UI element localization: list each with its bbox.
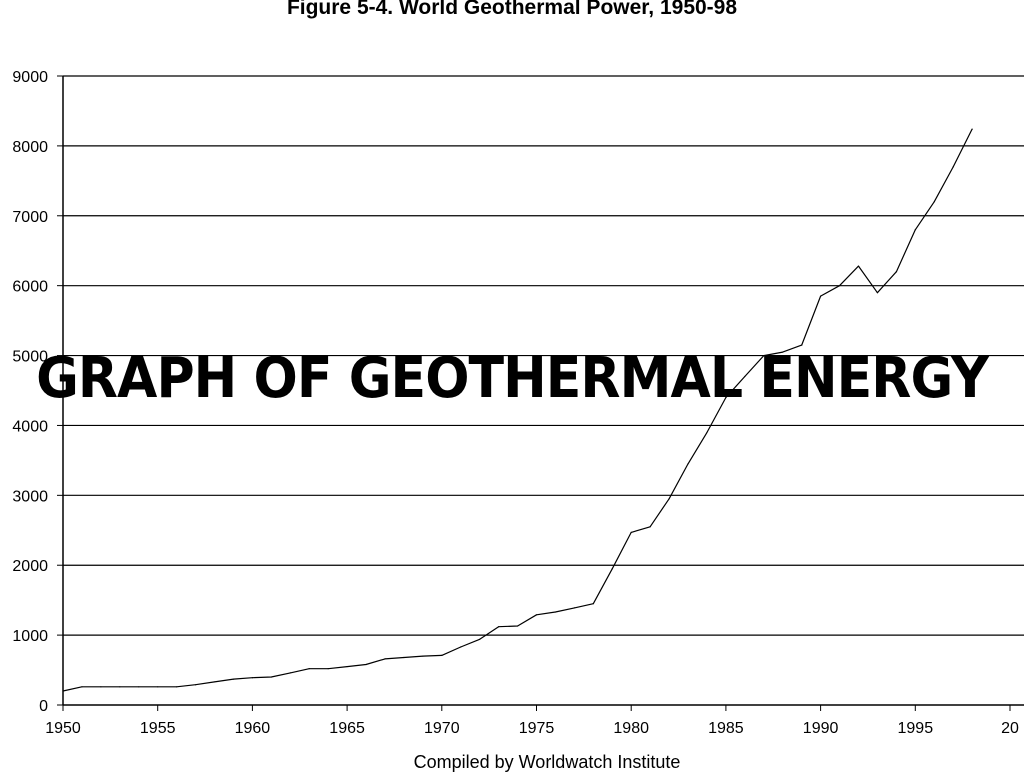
data-point [573,607,575,609]
data-point [744,375,746,378]
data-point [384,658,386,660]
y-tick-label: 4000 [12,418,48,435]
x-tick-label: 1985 [708,720,744,737]
x-tick-labels: 1950 1955 1960 1965 1970 1975 1980 1985 1990 1995… [45,720,1019,737]
data-point [535,614,538,616]
data-point [649,526,651,528]
data-point [725,396,727,399]
x-tick-label: 1960 [235,720,271,737]
axes [57,75,1024,711]
y-tick-label: 0 [39,698,48,715]
data-point [289,672,291,674]
data-point [403,656,405,659]
data-point [857,265,860,267]
data-point [516,625,519,627]
data-point [176,686,178,688]
x-tick-label: 1965 [329,720,365,737]
x-tick-label: 1990 [803,720,839,737]
data-point [611,568,613,570]
data-point [971,128,973,130]
y-tick-label: 7000 [12,209,48,226]
data-point [933,201,935,203]
x-tick-label: 1955 [140,720,176,737]
y-tick-label: 8000 [12,139,48,156]
data-point [232,678,235,680]
data-point [327,668,329,670]
x-tick-label: 1995 [898,720,934,737]
x-tick-label: 1975 [519,720,555,737]
data-point [138,686,140,688]
y-tick-label: 5000 [12,349,48,366]
data-point [914,229,916,231]
data-point [479,638,481,640]
data-point [81,686,83,688]
data-point [422,655,424,657]
data-point [62,690,64,692]
y-tick-label: 9000 [12,69,48,86]
data-point [820,295,822,297]
data-point [498,626,500,628]
data-point [706,431,708,434]
data-point [895,271,897,273]
data-point [554,611,557,613]
data-point [592,603,594,605]
data-point [838,285,841,287]
y-tick-label: 1000 [12,628,48,645]
data-point [213,681,216,683]
y-tick-label: 3000 [12,488,48,505]
grid-lines [63,75,1024,636]
chart-title: Figure 5-4. World Geothermal Power, 1950… [286,0,738,19]
data-point [157,686,159,688]
data-point [460,646,462,648]
data-point [782,351,784,353]
data-point [100,686,102,688]
data-point [763,354,765,357]
series [62,128,973,692]
x-tick-label: 1950 [45,720,81,737]
x-tick-label: 1970 [424,720,460,737]
data-point [952,166,954,168]
data-point [365,663,367,666]
x-tick-label: 1980 [613,720,649,737]
y-tick-labels: 0 1000 2000 3000 4000 5000 6000 7000 8000 9000 [12,69,48,715]
data-point [876,292,879,294]
data-point [194,684,197,686]
data-point [441,654,443,656]
data-point [119,686,121,688]
data-point [668,498,670,500]
data-point [346,665,348,668]
source-credit: Compiled by Worldwatch Institute [413,752,681,772]
overlay-caption: GRAPH OF GEOTHERMAL ENERGY [36,346,989,411]
data-point [801,344,803,346]
x-tick-label: 20 [1001,720,1019,737]
data-point [687,463,689,465]
data-point [308,668,310,670]
y-tick-label: 2000 [12,558,48,575]
y-tick-label: 6000 [12,279,48,296]
data-point [251,677,253,679]
data-point [270,676,272,678]
data-point [630,531,632,533]
